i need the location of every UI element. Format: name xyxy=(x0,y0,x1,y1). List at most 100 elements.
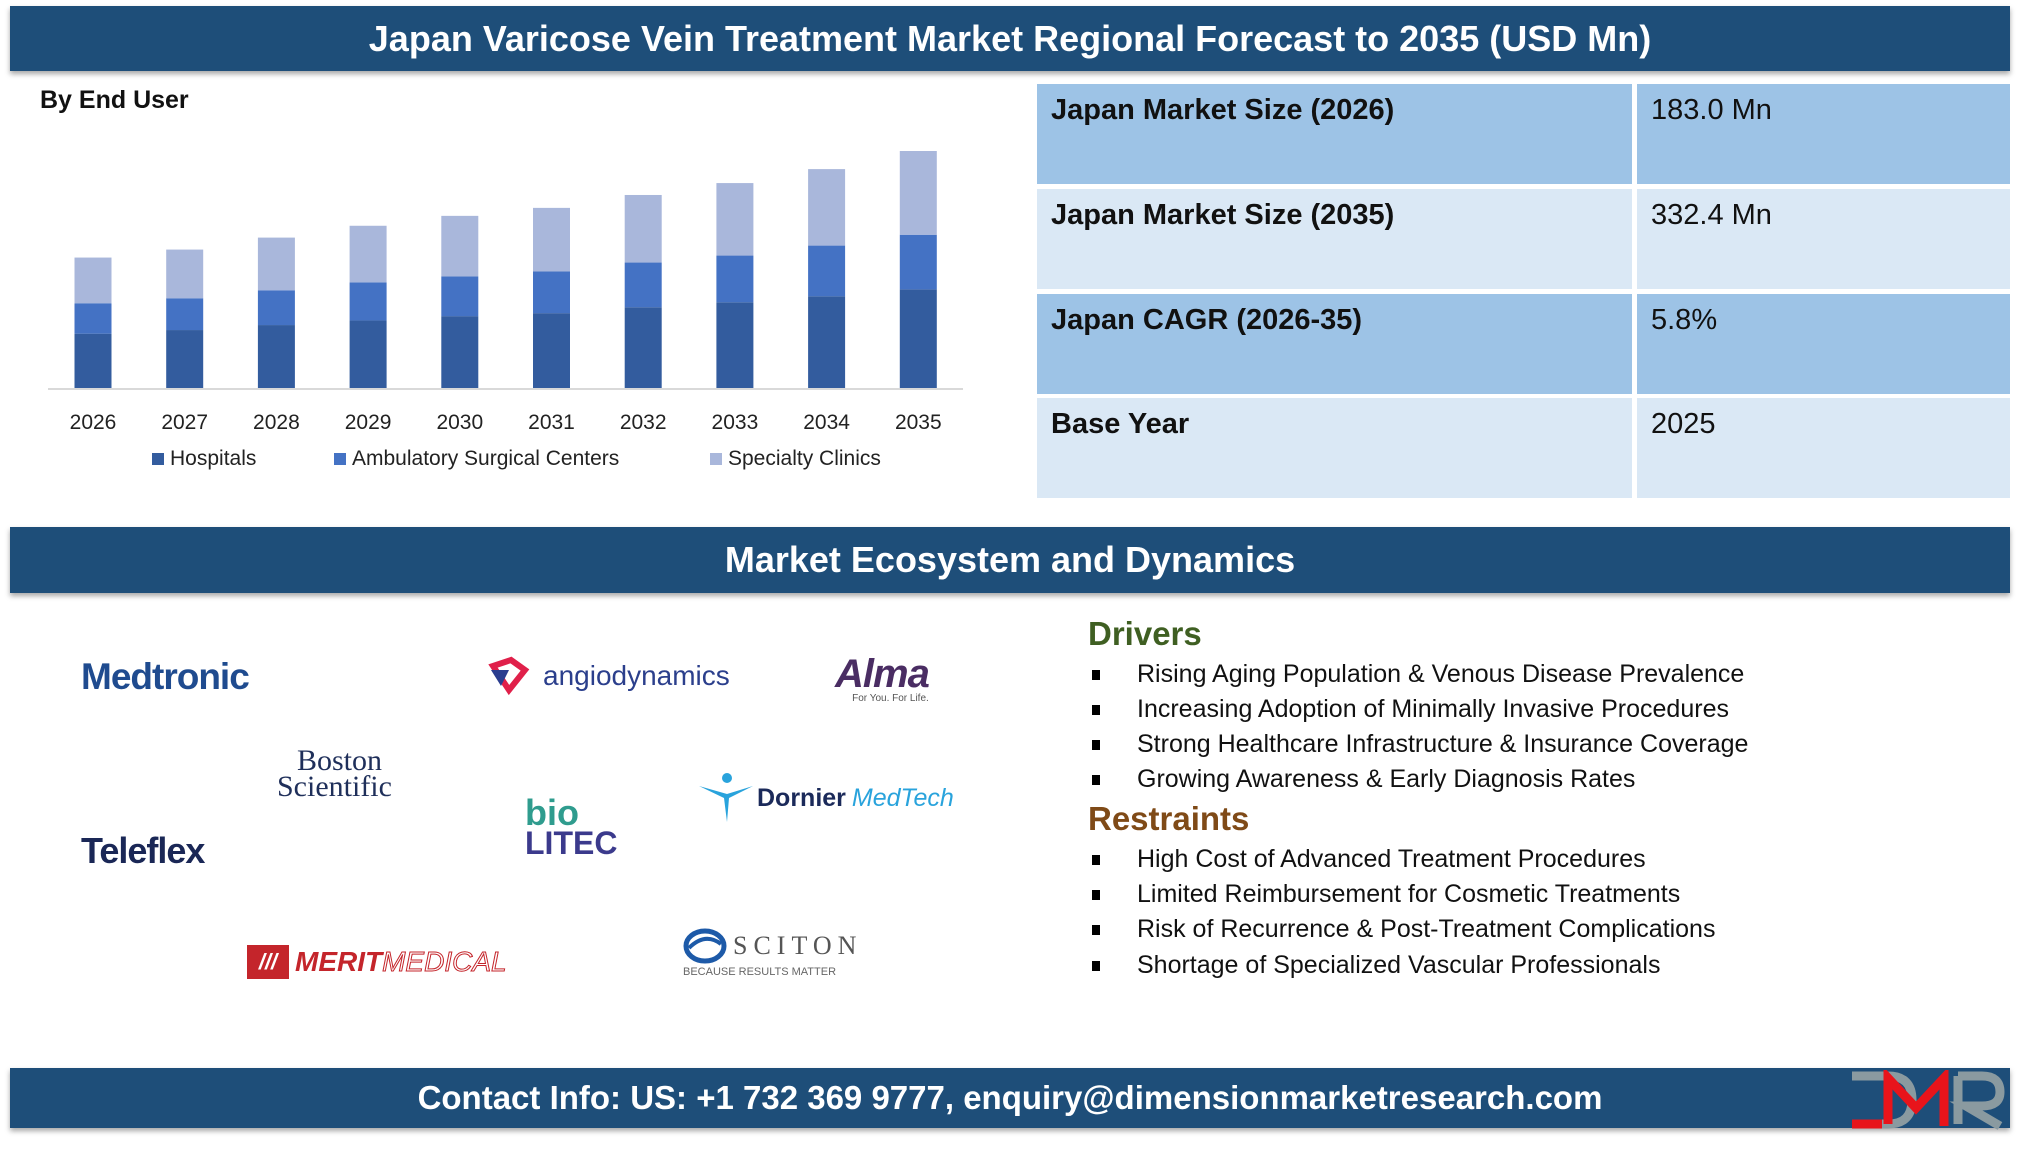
restraint-item: Limited Reimbursement for Cosmetic Treat… xyxy=(1092,880,1680,909)
x-tick-label: 2031 xyxy=(528,411,575,434)
legend-swatch xyxy=(152,453,164,465)
restraint-item: Shortage of Specialized Vascular Profess… xyxy=(1092,951,1660,980)
driver-item: Strong Healthcare Infrastructure & Insur… xyxy=(1092,730,1748,759)
biolitec-logo: bio LITEC xyxy=(525,792,618,861)
stat-label: Japan CAGR (2026-35) xyxy=(1037,294,1632,394)
section-title: Market Ecosystem and Dynamics xyxy=(10,527,2010,593)
bullet-icon xyxy=(1092,739,1100,750)
dornier-figure-icon xyxy=(699,773,753,822)
bar-segment-hospitals xyxy=(624,307,662,388)
angiodynamics-logo: angiodynamics xyxy=(487,656,730,696)
driver-item: Growing Awareness & Early Diagnosis Rate… xyxy=(1092,765,1635,794)
bullet-icon xyxy=(1092,960,1100,971)
stat-label: Japan Market Size (2026) xyxy=(1037,84,1632,184)
alma-tagline: For You. For Life. xyxy=(852,693,929,704)
x-tick-label: 2033 xyxy=(712,411,759,434)
dornier-text: Dornier xyxy=(757,783,846,812)
bar-segment-specialty-clinics xyxy=(716,183,754,256)
bio-text: bio xyxy=(525,792,579,833)
sciton-text: SCITON xyxy=(733,931,863,960)
contact-footer: Contact Info: US: +1 732 369 9777, enqui… xyxy=(10,1068,2010,1128)
bar-segment-ambulatory-surgical-centers xyxy=(349,282,387,321)
bar-segment-ambulatory-surgical-centers xyxy=(441,276,479,317)
medtech-text: MedTech xyxy=(851,783,954,812)
bullet-icon xyxy=(1092,854,1100,865)
bullet-icon xyxy=(1092,704,1100,715)
restraint-item: High Cost of Advanced Treatment Procedur… xyxy=(1092,845,1646,874)
bar-segment-specialty-clinics xyxy=(74,257,112,304)
x-tick-label: 2032 xyxy=(620,411,667,434)
bullet-icon xyxy=(1092,924,1100,935)
bar-segment-ambulatory-surgical-centers xyxy=(74,303,112,334)
driver-item: Increasing Adoption of Minimally Invasiv… xyxy=(1092,695,1729,724)
stat-value: 183.0 Mn xyxy=(1637,84,2010,184)
litec-text: LITEC xyxy=(525,825,618,861)
driver-text: Rising Aging Population & Venous Disease… xyxy=(1137,660,1745,688)
bar-segment-ambulatory-surgical-centers xyxy=(166,298,204,331)
driver-item: Rising Aging Population & Venous Disease… xyxy=(1092,660,1744,689)
x-tick-label: 2026 xyxy=(70,411,117,434)
driver-text: Strong Healthcare Infrastructure & Insur… xyxy=(1137,730,1749,758)
legend-swatch xyxy=(334,453,346,465)
x-tick-label: 2029 xyxy=(345,411,392,434)
bar-segment-specialty-clinics xyxy=(257,237,295,291)
medtronic-logo: Medtronic xyxy=(81,656,250,697)
contact-info: Contact Info: US: +1 732 369 9777, enqui… xyxy=(417,1079,1603,1116)
bullet-icon xyxy=(1092,889,1100,900)
boston-scientific-logo: Boston Scientific xyxy=(277,744,392,803)
bar-segment-specialty-clinics xyxy=(624,194,662,263)
angiodynamics-text: angiodynamics xyxy=(543,660,730,691)
drivers-heading: Drivers xyxy=(1088,615,1202,652)
bar-segment-hospitals xyxy=(257,325,295,388)
bar-segment-specialty-clinics xyxy=(808,169,846,246)
bar-segment-hospitals xyxy=(533,313,570,388)
bar-segment-hospitals xyxy=(716,302,754,388)
x-tick-label: 2027 xyxy=(161,411,208,434)
page-title: Japan Varicose Vein Treatment Market Reg… xyxy=(10,6,2010,71)
bar-segment-hospitals xyxy=(899,289,937,388)
bar-segment-hospitals xyxy=(74,333,112,388)
scientific-text: Scientific xyxy=(277,770,392,803)
stat-label: Base Year xyxy=(1037,398,1632,498)
x-tick-label: 2030 xyxy=(436,411,483,434)
x-tick-label: 2034 xyxy=(803,411,850,434)
bar-segment-ambulatory-surgical-centers xyxy=(716,255,754,303)
x-tick-label: 2035 xyxy=(895,411,942,434)
bar-segment-specialty-clinics xyxy=(166,249,204,299)
driver-text: Increasing Adoption of Minimally Invasiv… xyxy=(1137,695,1729,723)
merit-text: MERIT xyxy=(295,946,383,977)
sciton-logo: SCITON BECAUSE RESULTS MATTER xyxy=(683,928,862,978)
bar-segment-hospitals xyxy=(808,296,846,388)
legend-swatch xyxy=(710,453,722,465)
stat-label: Japan Market Size (2035) xyxy=(1037,189,1632,289)
legend-label: Specialty Clinics xyxy=(728,447,881,470)
stat-value: 2025 xyxy=(1637,398,2010,498)
x-tick-label: 2028 xyxy=(253,411,300,434)
restraint-item: Risk of Recurrence & Post-Treatment Comp… xyxy=(1092,915,1715,944)
bullet-icon xyxy=(1092,669,1100,680)
restraint-text: Limited Reimbursement for Cosmetic Treat… xyxy=(1137,880,1681,908)
bar-segment-specialty-clinics xyxy=(349,225,387,283)
boston-text: Boston xyxy=(297,744,383,777)
bar-segment-specialty-clinics xyxy=(533,207,570,272)
stat-value: 5.8% xyxy=(1637,294,2010,394)
bar-segment-ambulatory-surgical-centers xyxy=(533,271,570,314)
driver-text: Growing Awareness & Early Diagnosis Rate… xyxy=(1137,765,1636,793)
restraint-text: Shortage of Specialized Vascular Profess… xyxy=(1137,951,1661,979)
restraints-heading: Restraints xyxy=(1088,800,1250,837)
stat-row: Japan CAGR (2026-35) 5.8% xyxy=(1037,294,2010,394)
stat-row: Japan Market Size (2026) 183.0 Mn xyxy=(1037,84,2010,184)
bar-segment-hospitals xyxy=(441,316,479,388)
legend-label: Hospitals xyxy=(170,447,256,470)
angiodynamics-icon xyxy=(488,656,530,696)
chart-subtitle: By End User xyxy=(40,86,189,114)
alma-text: Alma xyxy=(835,652,930,696)
sciton-icon xyxy=(683,928,727,964)
dornier-medtech-logo: Dornier MedTech xyxy=(697,772,954,824)
sciton-tagline: BECAUSE RESULTS MATTER xyxy=(683,966,837,978)
bar-segment-hospitals xyxy=(166,330,204,388)
bar-segment-specialty-clinics xyxy=(899,151,937,235)
teleflex-logo: Teleflex xyxy=(81,830,205,871)
stat-row: Base Year 2025 xyxy=(1037,398,2010,498)
restraint-text: Risk of Recurrence & Post-Treatment Comp… xyxy=(1137,915,1716,943)
